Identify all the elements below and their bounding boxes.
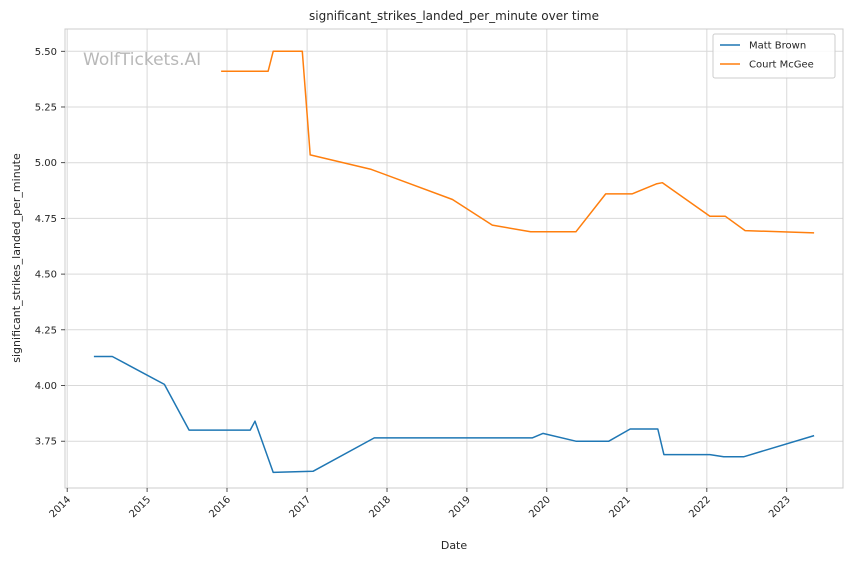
plot-frame xyxy=(64,28,844,489)
x-axis-label: Date xyxy=(441,539,468,552)
y-tick-label: 4.50 xyxy=(35,270,57,281)
watermark: WolfTickets.AI xyxy=(83,50,201,70)
y-axis-ticks: 3.75 4.00 4.25 4.50 4.75 5.00 5.25 5.50 xyxy=(35,47,65,448)
y-tick-label: 4.00 xyxy=(35,381,57,392)
y-tick-label: 4.25 xyxy=(35,325,57,336)
legend-label: Matt Brown xyxy=(749,41,806,52)
series-layer xyxy=(93,50,815,474)
y-tick-label: 4.75 xyxy=(35,214,57,225)
grid xyxy=(65,29,843,488)
y-tick-label: 5.00 xyxy=(35,158,57,169)
y-axis-label: significant_strikes_landed_per_minute xyxy=(10,153,23,363)
series-line-court-mcgee xyxy=(221,50,815,234)
legend: Matt Brown Court McGee xyxy=(712,33,836,79)
y-tick-label: 5.25 xyxy=(35,102,57,113)
chart-title: significant_strikes_landed_per_minute ov… xyxy=(309,9,599,23)
series-line-matt-brown xyxy=(93,355,815,474)
y-tick-label: 3.75 xyxy=(35,437,57,448)
legend-label: Court McGee xyxy=(749,60,814,71)
legend-box xyxy=(712,33,836,79)
y-tick-label: 5.50 xyxy=(35,47,57,58)
